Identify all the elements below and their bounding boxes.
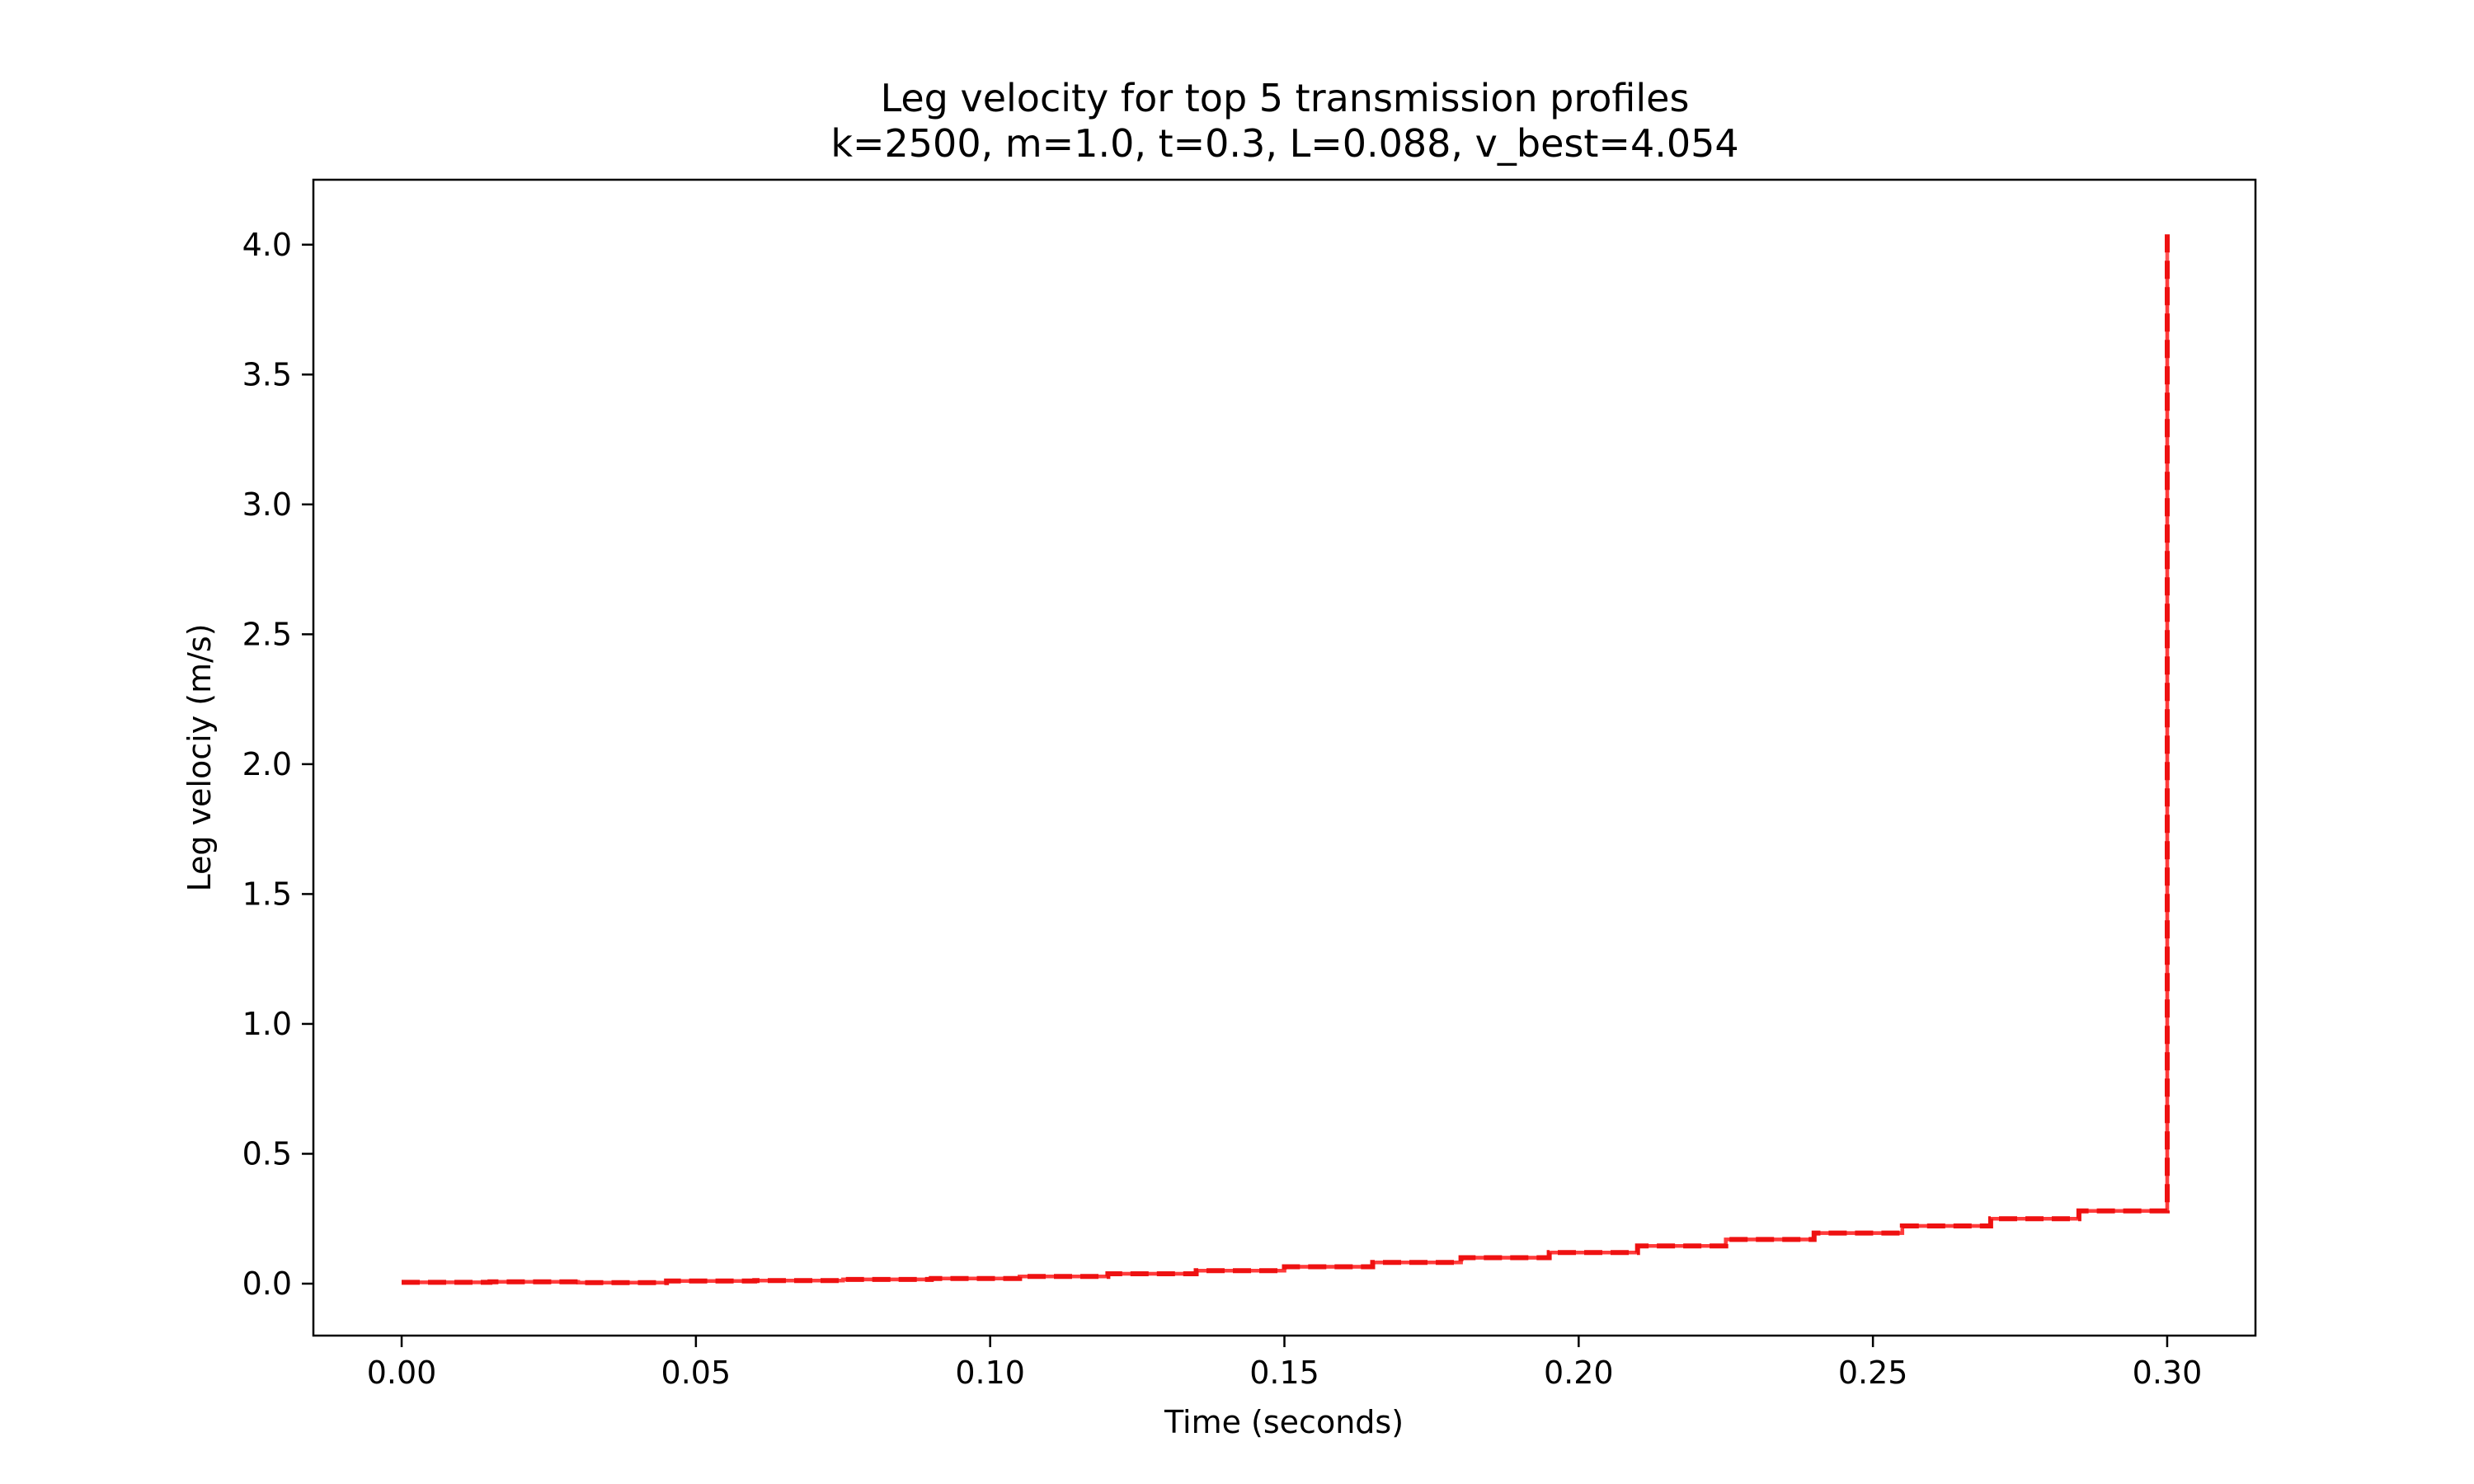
- y-tick-label: 3.5: [242, 356, 292, 392]
- x-tick-label: 0.10: [955, 1355, 1025, 1391]
- x-tick-label: 0.15: [1249, 1355, 1319, 1391]
- chart-subtitle: k=2500, m=1.0, t=0.3, L=0.088, v_best=4.…: [830, 121, 1738, 166]
- x-tick-label: 0.00: [367, 1355, 437, 1391]
- chart-title: Leg velocity for top 5 transmission prof…: [881, 76, 1690, 120]
- x-tick-label: 0.20: [1544, 1355, 1614, 1391]
- x-axis-ticks: 0.00 0.05 0.10 0.15 0.20 0.25 0.30: [367, 1336, 2203, 1391]
- y-tick-label: 1.5: [242, 876, 292, 912]
- x-axis-label: Time (seconds): [1164, 1404, 1404, 1440]
- y-axis-ticks: 0.0 0.5 1.0 1.5 2.0 2.5 3.0 3.5 4.0: [242, 227, 313, 1302]
- profile-series-line: [402, 250, 2170, 1284]
- profile-series-line: [402, 262, 2170, 1284]
- y-tick-label: 2.0: [242, 746, 292, 782]
- x-tick-label: 0.25: [1838, 1355, 1908, 1391]
- profile-series-line: [402, 252, 2170, 1284]
- x-tick-label: 0.05: [661, 1355, 731, 1391]
- y-tick-label: 4.0: [242, 227, 292, 263]
- y-tick-label: 1.0: [242, 1006, 292, 1042]
- x-tick-label: 0.30: [2133, 1355, 2203, 1391]
- plot-series-group: [402, 230, 2170, 1285]
- y-tick-label: 2.5: [242, 616, 292, 652]
- plot-frame: [312, 178, 2257, 1337]
- y-axis-label: Leg velociy (m/s): [181, 623, 218, 891]
- profile-series-line: [402, 242, 2170, 1284]
- best-profile-series-line: [402, 230, 2170, 1285]
- y-tick-label: 3.0: [242, 486, 292, 523]
- y-tick-label: 0.0: [242, 1266, 292, 1302]
- y-tick-label: 0.5: [242, 1135, 292, 1172]
